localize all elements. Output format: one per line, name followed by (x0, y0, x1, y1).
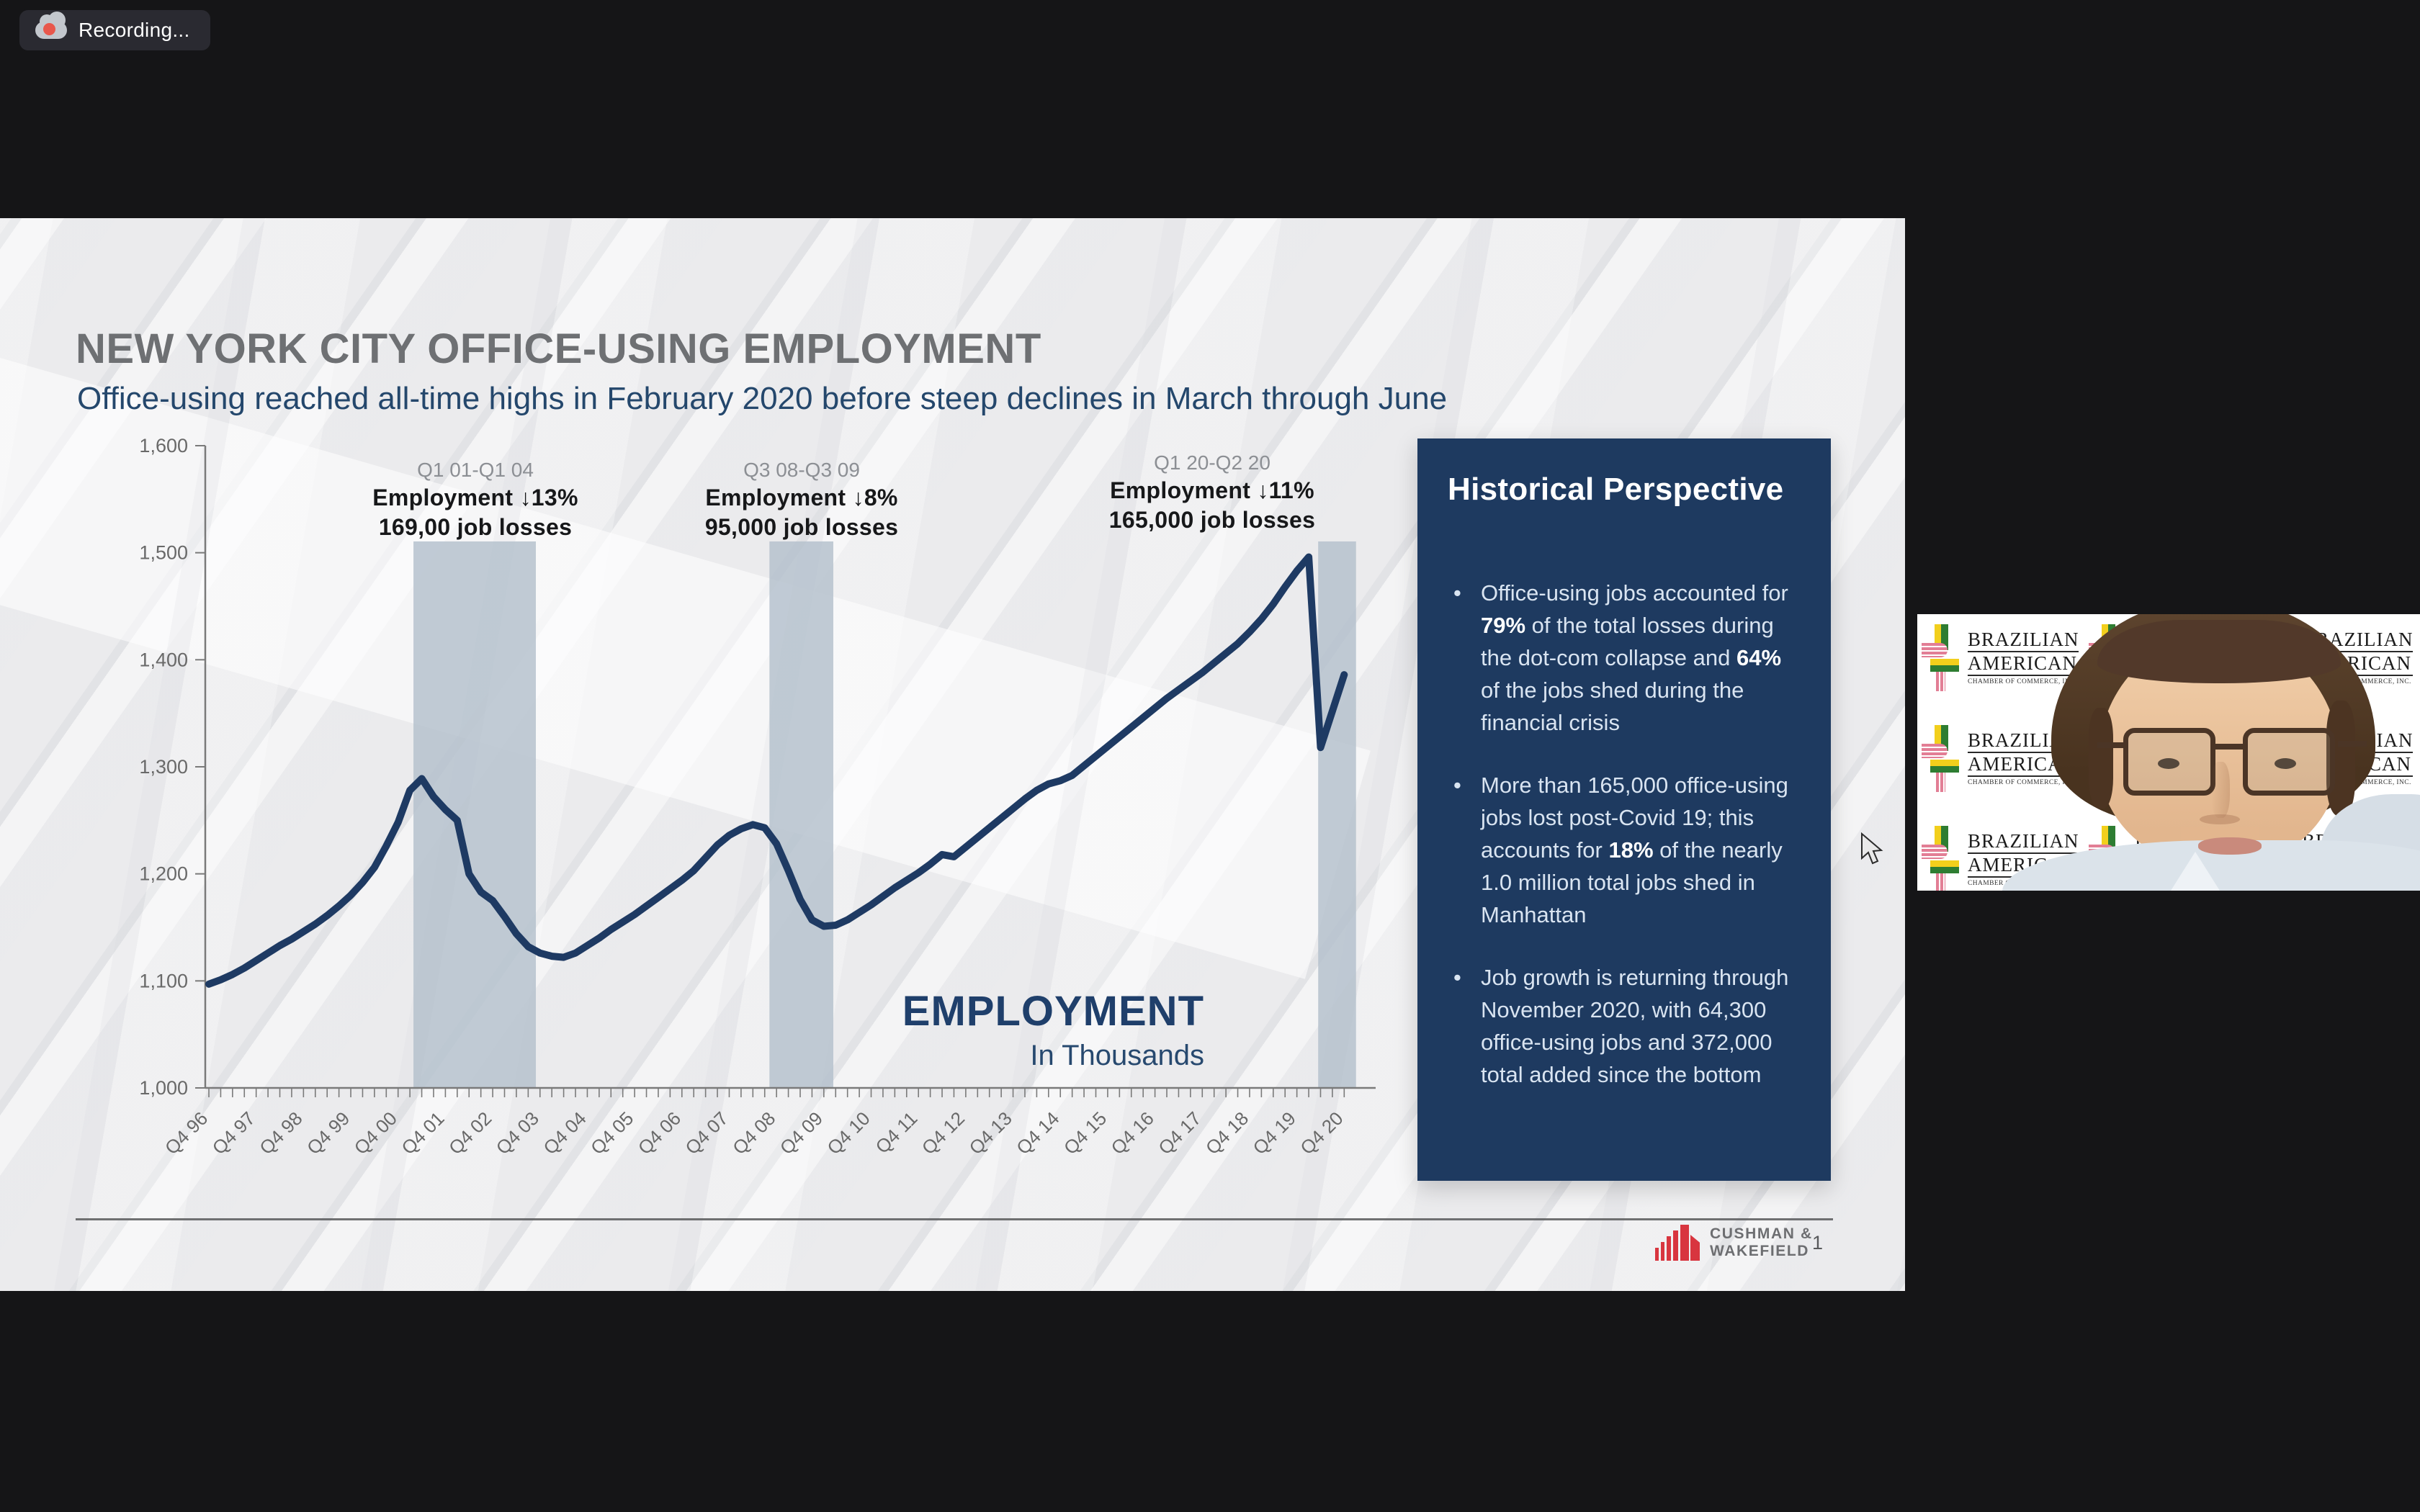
x-tick-label: Q4 00 (350, 1107, 401, 1158)
x-tick-label: Q4 09 (776, 1107, 827, 1158)
x-tick-label: Q4 15 (1059, 1107, 1111, 1158)
employment-line-chart: 1,000 1,100 1,200 1,300 1,400 1,500 1,600 Q4 96… (139, 435, 1376, 1158)
glasses-bridge-icon (2214, 744, 2244, 750)
cloud-recording-icon (35, 12, 67, 39)
annotation-covid: Q1 20-Q2 20 Employment ↓11% 165,000 job … (1043, 450, 1381, 535)
person-nose (2211, 762, 2230, 818)
x-tick-label: Q4 18 (1201, 1107, 1252, 1158)
x-tick-label: Q4 07 (681, 1107, 732, 1158)
cushman-wakefield-brand: CUSHMAN & WAKEFIELD (1655, 1225, 1813, 1261)
x-tick-label: Q4 08 (728, 1107, 779, 1158)
y-tick-label: 1,100 (139, 970, 188, 991)
x-tick-label: Q4 01 (397, 1107, 448, 1158)
y-tick-label: 1,200 (139, 863, 188, 885)
panel-title: Historical Perspective (1448, 472, 1784, 507)
brand-line1: CUSHMAN & (1710, 1225, 1813, 1242)
x-tick-label: Q4 16 (1107, 1107, 1158, 1158)
person-hair-side (2089, 708, 2113, 809)
glasses-arm-icon (2097, 742, 2126, 748)
x-tick-label: Q4 13 (965, 1107, 1016, 1158)
annotation-dotcom: Q1 01-Q1 04 Employment ↓13% 169,00 job l… (306, 457, 645, 542)
mouse-cursor (1861, 832, 1883, 865)
x-tick-label: Q4 10 (823, 1107, 874, 1158)
chamber-flag-icon (1922, 824, 1960, 891)
y-tick-label: 1,600 (139, 435, 188, 456)
annotation-detail: 169,00 job losses (378, 513, 573, 540)
x-tick-label: Q4 12 (918, 1107, 969, 1158)
recession-band (1318, 541, 1356, 1088)
x-tick-label: Q4 05 (586, 1107, 637, 1158)
panel-bullet: Office-using jobs accounted for 79% of t… (1448, 577, 1802, 739)
chamber-logo-line: BRAZILIAN (1968, 830, 2079, 854)
chamber-flag-icon (1922, 724, 1960, 793)
x-tick-label: Q4 19 (1249, 1107, 1300, 1158)
slide-title: NEW YORK CITY OFFICE-USING EMPLOYMENT (76, 325, 1041, 372)
employment-line (205, 553, 1348, 988)
chart-units: In Thousands (1030, 1040, 1204, 1071)
person-mouth (2198, 837, 2262, 855)
y-tick-label: 1,400 (139, 649, 188, 670)
presentation-slide: NEW YORK CITY OFFICE-USING EMPLOYMENT Of… (0, 218, 1905, 1291)
chamber-logo-line: CHAMBER OF COMMERCE, INC. (1968, 678, 2077, 685)
person-hairline (2097, 620, 2341, 683)
cushman-wakefield-logo-text: CUSHMAN & WAKEFIELD (1710, 1225, 1813, 1260)
x-tick-label: Q4 06 (634, 1107, 685, 1158)
person-eye (2275, 758, 2296, 769)
chamber-logo-line: BRAZILIAN (1968, 629, 2079, 652)
annotation-period: Q3 08-Q3 09 (743, 459, 860, 481)
person-nose-shadow (2200, 814, 2240, 824)
glasses-lens-icon (2123, 728, 2215, 796)
y-tick-label: 1,500 (139, 542, 188, 564)
x-tick-label: Q4 02 (444, 1107, 496, 1158)
panel-bullet: More than 165,000 office-using jobs lost… (1448, 769, 1802, 931)
x-tick-label: Q4 11 (871, 1107, 922, 1158)
recession-band (769, 541, 833, 1088)
annotation-period: Q1 01-Q1 04 (417, 459, 534, 481)
annotation-headline: Employment ↓13% (372, 484, 578, 510)
footer-divider (76, 1218, 1833, 1220)
person-collar (2171, 852, 2220, 891)
speaker-person (1917, 614, 2420, 891)
chamber-flag-icon (1922, 623, 1960, 692)
recording-label: Recording... (79, 19, 190, 41)
recession-band (413, 541, 537, 1088)
recording-indicator[interactable]: Recording... (19, 10, 210, 50)
panel-bullet-list: Office-using jobs accounted for 79% of t… (1448, 577, 1802, 1091)
glasses-lens-icon (2243, 728, 2335, 796)
record-dot-icon (43, 23, 55, 35)
x-tick-label: Q4 99 (302, 1107, 354, 1158)
chamber-logo-line: AMERICAN (1968, 652, 2079, 676)
panel-bullet: Job growth is returning through November… (1448, 961, 1802, 1091)
glasses-arm-icon (2338, 741, 2367, 747)
x-tick-label: Q4 17 (1154, 1107, 1205, 1158)
annotation-headline: Employment ↓8% (705, 484, 898, 510)
annotation-detail: 95,000 job losses (704, 513, 899, 540)
annotation-financial-crisis: Q3 08-Q3 09 Employment ↓8% 95,000 job lo… (632, 457, 971, 542)
x-tick-label: Q4 20 (1296, 1107, 1347, 1158)
y-tick-label: 1,300 (139, 756, 188, 778)
annotation-period: Q1 20-Q2 20 (1154, 451, 1270, 474)
annotation-headline: Employment ↓11% (1110, 477, 1314, 503)
x-tick-label: Q4 04 (539, 1107, 590, 1158)
chart-title: EMPLOYMENT (902, 988, 1204, 1035)
participant-video-tile[interactable]: BRAZILIAN AMERICAN CHAMBER OF COMMERCE, IN… (1917, 614, 2420, 891)
y-tick-label: 1,000 (139, 1077, 188, 1099)
x-tick-label: Q4 96 (161, 1107, 212, 1158)
historical-perspective-panel: Historical Perspective Office-using jobs… (1417, 438, 1831, 1181)
x-tick-label: Q4 03 (492, 1107, 543, 1158)
annotation-detail: 165,000 job losses (1108, 506, 1316, 533)
chamber-logo-line: CHAMBER OF COMMERCE, INC. (1968, 779, 2077, 786)
x-tick-label: Q4 97 (208, 1107, 259, 1158)
cushman-wakefield-logo-icon (1655, 1225, 1700, 1261)
chart-title-block: EMPLOYMENT In Thousands (850, 987, 1204, 1072)
page-number: 1 (1812, 1232, 1824, 1254)
slide-subtitle: Office-using reached all-time highs in F… (77, 381, 1448, 416)
x-tick-label: Q4 98 (255, 1107, 306, 1158)
x-tick-label: Q4 14 (1012, 1107, 1063, 1158)
brand-line2: WAKEFIELD (1710, 1243, 1810, 1259)
person-eye (2158, 758, 2179, 769)
